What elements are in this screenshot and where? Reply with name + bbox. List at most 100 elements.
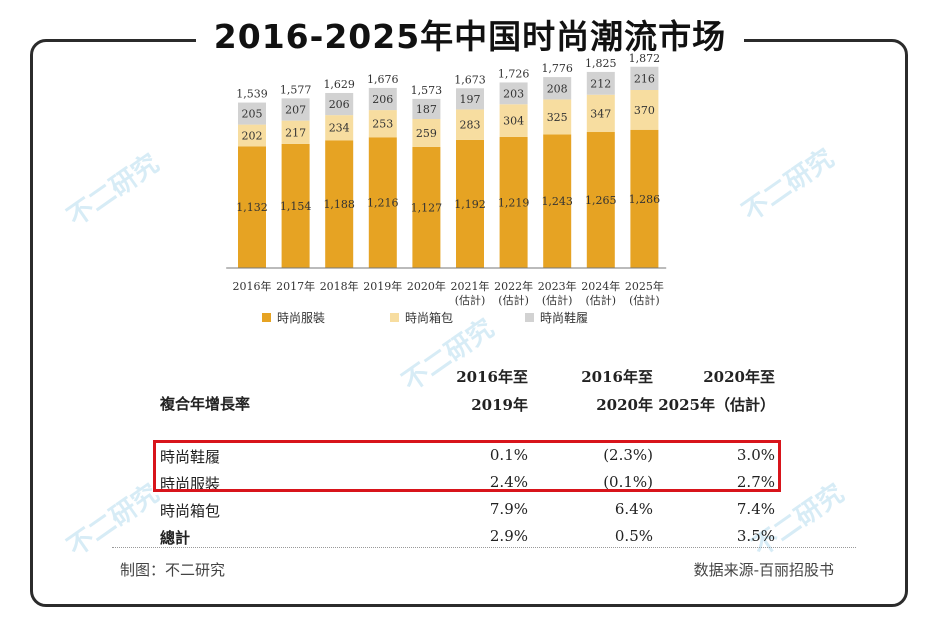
bar-segment (325, 140, 354, 268)
cell-value: 6.4% (614, 500, 653, 518)
cell-value: 7.9% (489, 500, 528, 518)
bar-segment (238, 124, 266, 147)
bar-value-label: 187 (416, 103, 437, 116)
bar-total-label: 1,673 (454, 73, 486, 86)
x-tick-label: 2019年 (363, 279, 402, 293)
bar-value-label: 206 (329, 98, 350, 111)
bar-segment (499, 104, 528, 137)
cell-value: 2.4% (489, 473, 528, 491)
x-tick-label: (估計) (586, 293, 617, 307)
x-tick-label: 2021年 (451, 279, 490, 293)
bar-value-label: 212 (590, 77, 611, 90)
bar-total-label: 1,539 (236, 88, 268, 101)
bar-total-label: 1,825 (585, 57, 617, 70)
row-label-total: 總計 (160, 529, 191, 547)
x-tick-label: (估計) (542, 293, 573, 307)
bar-value-label: 1,243 (541, 195, 573, 208)
col-header-line1: 2020年至 (703, 368, 775, 386)
growth-row-header: 複合年增長率 (160, 395, 251, 413)
bar-segment (543, 77, 572, 100)
bar-value-label: 217 (285, 126, 306, 139)
bar-segment (499, 82, 528, 105)
legend-label: 時尚服裝 (277, 311, 325, 325)
row-label: 時尚箱包 (160, 502, 221, 520)
x-tick-label: 2017年 (276, 279, 315, 293)
bar-value-label: 1,286 (629, 193, 661, 206)
bar-segment (412, 98, 441, 120)
bar-total-label: 1,573 (411, 84, 443, 97)
bar-value-label: 206 (372, 93, 393, 106)
bar-segment (499, 136, 528, 268)
cell-value: 2.7% (736, 473, 775, 491)
cell-value: 3.0% (736, 446, 775, 464)
bar-value-label: 1,154 (280, 200, 312, 213)
bar-total-label: 1,577 (280, 83, 312, 96)
bar-value-label: 347 (590, 107, 611, 120)
bar-total-label: 1,776 (541, 62, 573, 75)
bar-segment (368, 137, 397, 268)
bar-value-label: 1,132 (236, 201, 268, 214)
bar-value-label: 304 (503, 115, 524, 128)
bar-segment (630, 66, 659, 90)
bar-segment (543, 99, 572, 135)
row-label: 時尚鞋履 (160, 448, 221, 466)
bar-segment (238, 146, 266, 268)
bar-segment (586, 94, 615, 133)
bar-value-label: 1,188 (323, 198, 355, 211)
table-divider (112, 547, 856, 548)
x-tick-label: (估計) (498, 293, 529, 307)
x-tick-label: 2025年 (625, 279, 664, 293)
bar-segment (586, 132, 615, 268)
bar-value-label: 370 (634, 104, 655, 117)
x-tick-label: 2018年 (320, 279, 359, 293)
bar-value-label: 216 (634, 72, 655, 85)
x-tick-label: 2020年 (407, 279, 446, 293)
bar-value-label: 207 (285, 103, 306, 116)
legend-label: 時尚箱包 (405, 310, 453, 325)
col-header-line1: 2016年至 (581, 368, 653, 386)
chart-title: 2016-2025年中国时尚潮流市场 (195, 10, 745, 58)
cell-value: 0.5% (614, 527, 653, 545)
footer-credit: 制图：不二研究 (120, 561, 226, 579)
bar-value-label: 1,219 (498, 196, 530, 209)
bar-segment (456, 109, 484, 140)
legend-swatch (390, 313, 399, 322)
legend-label: 時尚鞋履 (540, 310, 588, 325)
bar-segment (543, 134, 572, 268)
bar-value-label: 203 (503, 87, 524, 100)
cell-value: 3.5% (736, 527, 775, 545)
bar-value-label: 1,265 (585, 194, 617, 207)
x-tick-label: 2016年 (233, 279, 272, 293)
bar-value-label: 259 (416, 127, 437, 140)
bar-segment (325, 115, 354, 141)
col-header-line1: 2016年至 (456, 368, 528, 386)
legend-swatch (525, 313, 534, 322)
cell-value: 7.4% (736, 500, 775, 518)
cell-value: (0.1%) (603, 473, 653, 491)
bar-total-label: 1,726 (498, 67, 530, 80)
bar-value-label: 208 (547, 82, 568, 95)
bar-value-label: 234 (329, 122, 350, 135)
bar-value-label: 1,216 (367, 197, 399, 210)
x-tick-label: 2022年 (494, 279, 533, 293)
bar-value-label: 197 (460, 93, 481, 106)
x-tick-label: 2024年 (581, 279, 620, 293)
row-label: 時尚服裝 (160, 475, 221, 493)
bar-segment (281, 120, 310, 144)
bar-total-label: 1,629 (323, 78, 355, 91)
cell-value: 2.9% (489, 527, 528, 545)
bar-segment (412, 119, 441, 147)
bar-total-label: 1,676 (367, 73, 399, 86)
bar-value-label: 283 (460, 119, 481, 132)
bar-total-label: 1,872 (629, 52, 661, 65)
bar-value-label: 1,192 (454, 198, 486, 211)
footer-source: 数据来源-百丽招股书 (693, 561, 834, 579)
bar-segment (368, 110, 397, 138)
highlight-box (153, 440, 781, 492)
col-header-line2: 2025年（估計） (658, 396, 775, 414)
bar-value-label: 325 (547, 111, 568, 124)
x-tick-label: (估計) (455, 293, 486, 307)
col-header-line2: 2020年 (596, 396, 653, 414)
